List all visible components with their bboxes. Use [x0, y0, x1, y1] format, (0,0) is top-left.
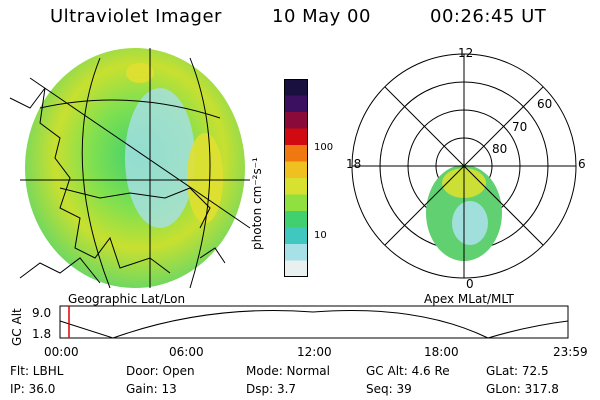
- footer-mode: Mode: Normal: [246, 364, 330, 378]
- colorbar: [284, 79, 308, 277]
- altitude-plot-frame: [59, 305, 569, 339]
- lat-label-70: 70: [512, 120, 528, 134]
- colorbar-band: [284, 145, 308, 162]
- colorbar-band: [284, 178, 308, 195]
- colorbar-tick-100: 100: [314, 142, 334, 153]
- altitude-xtick-2359: 23:59: [553, 345, 588, 359]
- altitude-ytick-9: 9.0: [32, 306, 52, 320]
- coastlines: [9, 87, 226, 284]
- altitude-ytick-1-8: 1.8: [32, 327, 52, 341]
- colorbar-band: [284, 128, 308, 146]
- colorbar-band: [284, 227, 308, 245]
- lat-label-60: 60: [537, 97, 553, 111]
- lat-label-80: 80: [492, 142, 508, 156]
- colorbar-band: [284, 244, 308, 261]
- colorbar-frame: [284, 79, 308, 277]
- altitude-xtick-1800: 18:00: [424, 345, 459, 359]
- polar-plot: [351, 53, 577, 279]
- mlt-label-6: 6: [578, 157, 586, 171]
- bright-spot: [126, 63, 154, 83]
- instrument-title: Ultraviolet Imager: [50, 6, 222, 27]
- geographic-image: [9, 48, 251, 288]
- left-panel-caption: Geographic Lat/Lon: [68, 292, 186, 306]
- colorbar-band: [284, 260, 308, 277]
- colorbar-band: [284, 194, 308, 212]
- mlt-label-12: 12: [458, 46, 474, 60]
- observation-time: 00:26:45 UT: [430, 6, 547, 27]
- footer-gc-alt: GC Alt: 4.6 Re: [366, 364, 450, 378]
- polar-grid-lines: [352, 54, 576, 278]
- right-panel-caption: Apex MLat/MLT: [424, 292, 514, 306]
- colorbar-band: [284, 161, 308, 179]
- altitude-xtick-0000: 00:00: [44, 345, 79, 359]
- colorbar-band: [284, 211, 308, 228]
- colorbar-band: [284, 79, 308, 96]
- footer-glat: GLat: 72.5: [486, 364, 549, 378]
- mlt-label-18: 18: [346, 157, 362, 171]
- altitude-plot: [59, 305, 569, 339]
- polar-bright-region: [452, 201, 488, 245]
- altitude-ylabel: GC Alt: [10, 308, 24, 346]
- footer-flt: Flt: LBHL: [10, 364, 64, 378]
- altitude-xtick-0600: 06:00: [169, 345, 204, 359]
- mlt-label-0: 0: [466, 277, 474, 291]
- observation-date: 10 May 00: [272, 6, 371, 27]
- oval-arc: [187, 133, 223, 223]
- colorbar-tick-10: 10: [314, 230, 327, 241]
- footer-glon: GLon: 317.8: [486, 382, 559, 396]
- lat-lon-grid: [20, 48, 251, 288]
- altitude-xtick-1200: 12:00: [297, 345, 332, 359]
- footer-door: Door: Open: [126, 364, 195, 378]
- colorbar-band: [284, 95, 308, 113]
- footer-dsp: Dsp: 3.7: [246, 382, 297, 396]
- footer-gain: Gain: 13: [126, 382, 177, 396]
- bright-emission-region: [125, 88, 195, 228]
- footer-seq: Seq: 39: [366, 382, 412, 396]
- altitude-curve: [59, 309, 569, 339]
- colorbar-band: [284, 112, 308, 129]
- colorbar-unit-label: photon cm⁻²s⁻¹: [250, 157, 264, 250]
- footer-ip: IP: 36.0: [10, 382, 56, 396]
